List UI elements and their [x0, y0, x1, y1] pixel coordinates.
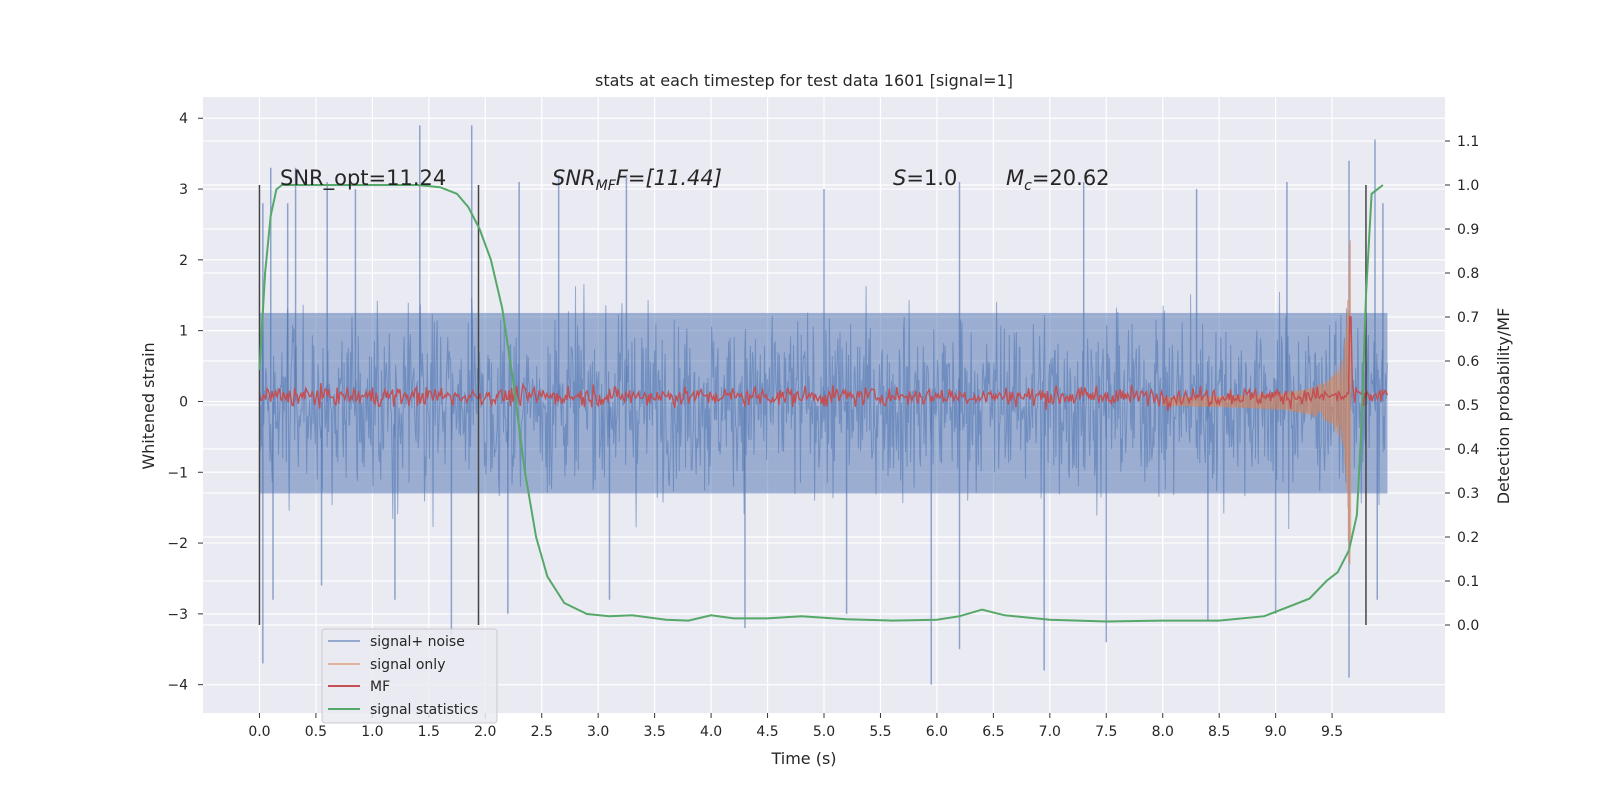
annotation-snr-mf-subscript: MF — [596, 178, 617, 194]
x-tick-label: 8.5 — [1208, 724, 1230, 740]
x-tick-label: 4.5 — [756, 724, 778, 740]
y-tick-label: −1 — [167, 465, 188, 481]
x-tick-label: 5.5 — [869, 724, 891, 740]
y-tick-label: 1 — [179, 324, 188, 340]
annotation-s-value: =1.0 — [906, 166, 957, 190]
legend-label-signal-statistics: signal statistics — [370, 702, 478, 718]
x-tick-label: 7.0 — [1039, 724, 1061, 740]
x-tick-label: 4.0 — [700, 724, 722, 740]
data-layer — [258, 125, 1389, 685]
legend-label-signal-only: signal only — [370, 657, 445, 673]
annotation-mc-value: =20.62 — [1032, 166, 1110, 190]
x-tick-label: 5.0 — [813, 724, 835, 740]
annotation-s-label: S — [893, 166, 906, 190]
y-axis-label: Whitened strain — [139, 342, 158, 469]
x-tick-label: 8.0 — [1152, 724, 1174, 740]
x-tick-label: 0.5 — [305, 724, 327, 740]
legend-label-signal-noise: signal+ noise — [370, 634, 465, 650]
y-tick-label: −2 — [167, 536, 188, 552]
y-right-tick-label: 0.1 — [1457, 574, 1479, 590]
annotation-mc-base: M — [1006, 166, 1024, 190]
y-right-tick-label: 0.7 — [1457, 310, 1479, 326]
x-axis-label: Time (s) — [770, 749, 836, 768]
y-tick-label: −3 — [167, 607, 188, 623]
series-mf — [258, 316, 1389, 412]
x-tick-label: 1.5 — [418, 724, 440, 740]
legend-box — [321, 628, 498, 724]
x-tick-label: 6.0 — [926, 724, 948, 740]
x-tick-label: 9.5 — [1321, 724, 1343, 740]
y-tick-label: −4 — [167, 678, 188, 694]
y-tick-label: 0 — [179, 394, 188, 410]
x-tick-label: 9.0 — [1265, 724, 1287, 740]
x-tick-label: 2.0 — [474, 724, 496, 740]
series-signal-statistics — [258, 184, 1384, 623]
x-tick-label: 3.5 — [644, 724, 666, 740]
y-right-tick-label: 0.6 — [1457, 354, 1479, 370]
axes: 0.0 0.5 1.0 1.5 2.0 2.5 3.0 3.5 4.0 4.5 5.0 5.5 6.0 6… — [167, 111, 1479, 740]
y-right-tick-label: 0.9 — [1457, 222, 1479, 238]
annotation-snr-mf: SNRMFF=[11.44] — [552, 166, 722, 194]
y-right-tick-label: 1.0 — [1457, 178, 1479, 194]
annotation-mc-subscript: c — [1024, 178, 1032, 194]
annotation-snr-mf-value: F=[11.44] — [616, 166, 722, 190]
y-right-tick-label: 0.2 — [1457, 530, 1479, 546]
y-tick-label: 2 — [179, 253, 188, 269]
legend: signal+ noise signal only MF signal stat… — [321, 628, 498, 724]
chart-title: stats at each timestep for test data 160… — [595, 71, 1013, 90]
y-tick-label: 4 — [179, 111, 188, 127]
annotation-mc: Mc=20.62 — [1006, 166, 1110, 194]
y-right-tick-label: 0.8 — [1457, 266, 1479, 282]
annotation-s: S=1.0 — [893, 166, 957, 190]
y-right-tick-label: 0.3 — [1457, 486, 1479, 502]
x-tick-label: 1.0 — [361, 724, 383, 740]
x-tick-label: 0.0 — [248, 724, 270, 740]
y-right-tick-label: 1.1 — [1457, 134, 1479, 150]
y-right-tick-label: 0.4 — [1457, 442, 1479, 458]
legend-label-mf: MF — [370, 679, 390, 695]
x-tick-label: 7.5 — [1095, 724, 1117, 740]
y-tick-label: 3 — [179, 182, 188, 198]
y-right-tick-label: 0.0 — [1457, 618, 1479, 634]
annotation-snr-opt: SNR_opt=11.24 — [280, 166, 446, 191]
y-axis-right-label: Detection probability/MF — [1494, 308, 1513, 505]
y-right-tick-label: 0.5 — [1457, 398, 1479, 414]
x-tick-label: 2.5 — [531, 724, 553, 740]
annotation-snr-mf-base: SNR — [552, 166, 596, 190]
x-tick-label: 3.0 — [587, 724, 609, 740]
x-tick-label: 6.5 — [982, 724, 1004, 740]
